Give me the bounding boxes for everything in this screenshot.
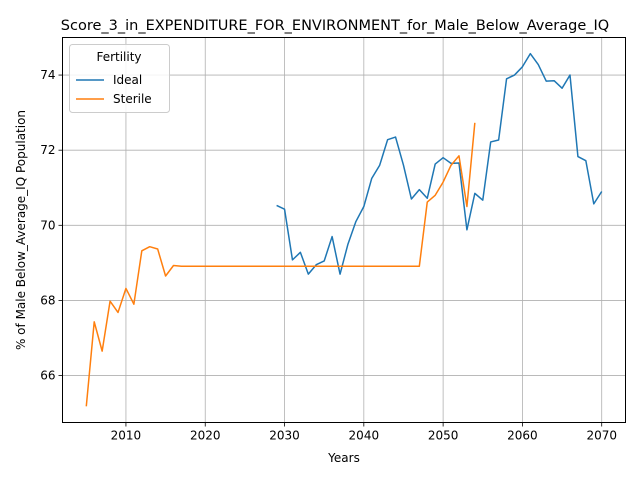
y-tick-label: 72 [40, 143, 55, 157]
y-tick-label: 70 [40, 218, 55, 232]
x-tick-label: 2030 [269, 429, 300, 443]
plot-frame [62, 37, 626, 423]
y-tick-label: 74 [40, 68, 55, 82]
grid [62, 37, 626, 423]
chart-title: Score_3_in_EXPENDITURE_FOR_ENVIRONMENT_f… [61, 18, 609, 34]
x-tick-label: 2060 [507, 429, 538, 443]
series-line-ideal [276, 52, 603, 275]
x-axis-ticks: 2010 2020 2030 2040 2050 2060 2070 [111, 422, 617, 443]
y-axis-ticks: 66 68 70 72 74 [40, 68, 63, 383]
legend-label-ideal: Ideal [113, 73, 142, 87]
x-axis-label: Years [327, 451, 360, 465]
x-tick-label: 2070 [586, 429, 617, 443]
y-tick-label: 68 [40, 293, 55, 307]
x-tick-label: 2040 [349, 429, 380, 443]
legend: Fertility Ideal Sterile [69, 44, 170, 113]
x-tick-label: 2050 [428, 429, 459, 443]
legend-box [69, 44, 170, 113]
x-tick-label: 2020 [190, 429, 221, 443]
x-tick-label: 2010 [111, 429, 142, 443]
y-axis-label: % of Male Below_Average_IQ Population [14, 110, 28, 350]
legend-entries: Ideal Sterile [76, 73, 152, 106]
legend-label-sterile: Sterile [113, 92, 152, 106]
y-tick-label: 66 [40, 369, 55, 383]
series-layer [85, 52, 603, 407]
series-line-sterile [85, 122, 476, 407]
legend-title: Fertility [96, 50, 141, 64]
